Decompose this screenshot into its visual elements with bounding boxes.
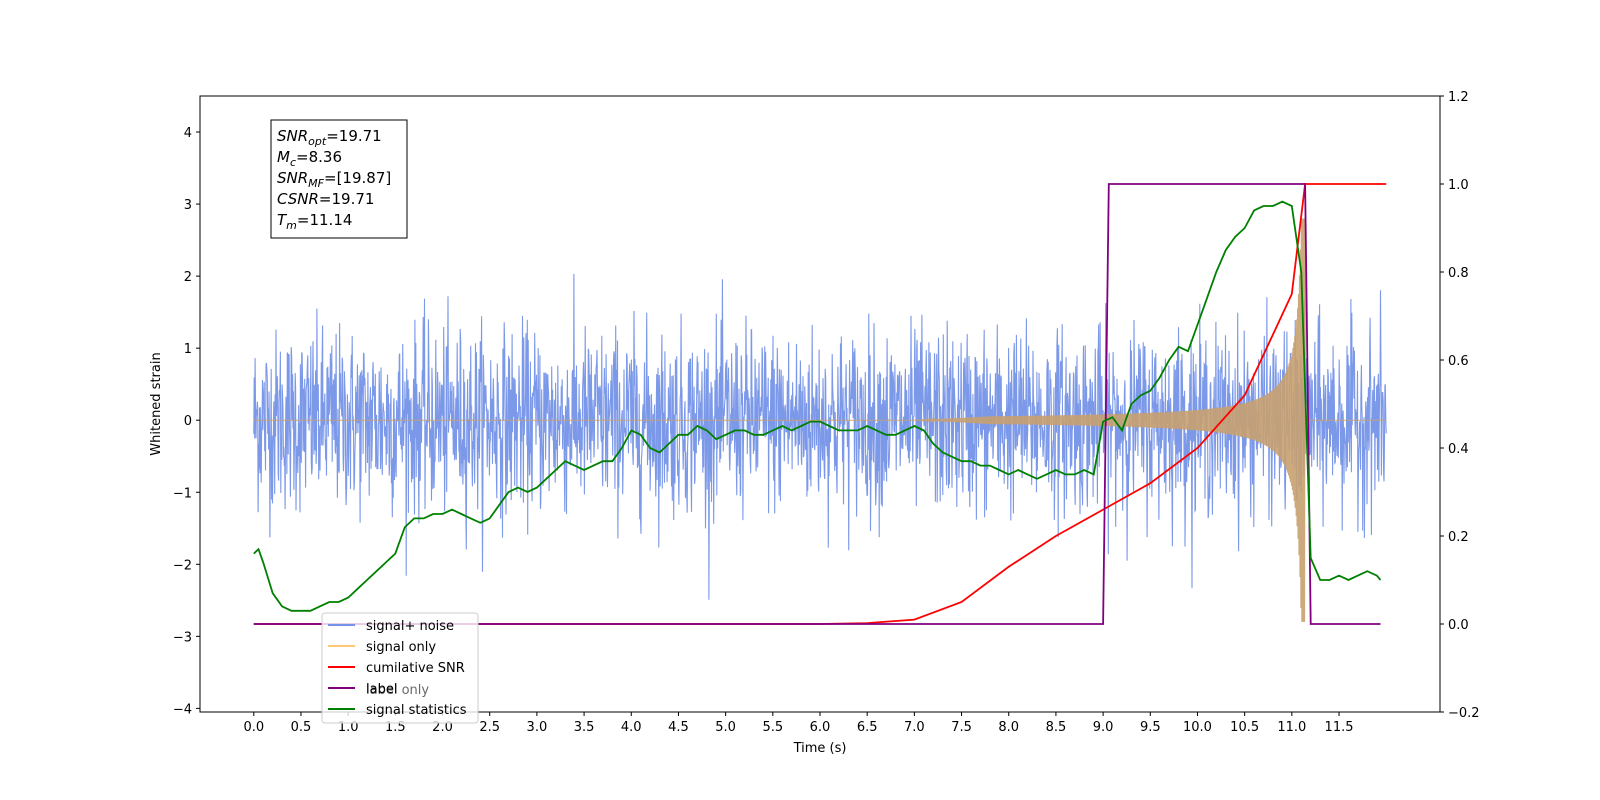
- legend-hidden-entry: label only: [366, 683, 429, 698]
- y-axis-left-ticks: −4 −3 −2 −1 0 1 2 3 4: [173, 126, 200, 717]
- x-axis-label: Time (s): [793, 741, 847, 756]
- y-left-tick-label: 0: [184, 414, 192, 429]
- annotation-line: SNRopt=19.71: [277, 127, 382, 148]
- x-tick-label: 2.0: [432, 720, 453, 735]
- x-tick-label: 9.5: [1140, 720, 1161, 735]
- series-signal-only-line: [253, 218, 1387, 622]
- series-signal-noise-line: [253, 273, 1387, 600]
- annotation-subscript: opt: [308, 135, 327, 148]
- y-right-tick-label: 0.0: [1448, 618, 1469, 633]
- x-tick-label: 11.0: [1277, 720, 1306, 735]
- x-tick-label: 8.0: [998, 720, 1019, 735]
- annotation-symbol: T: [277, 211, 288, 229]
- annotation-line: CSNR=19.71: [277, 190, 374, 208]
- x-tick-label: 10.5: [1230, 720, 1259, 735]
- y-left-tick-label: −1: [173, 486, 192, 501]
- x-tick-label: 10.0: [1183, 720, 1212, 735]
- x-tick-label: 7.0: [904, 720, 925, 735]
- x-tick-label: 7.5: [951, 720, 972, 735]
- x-tick-label: 1.0: [338, 720, 359, 735]
- annotation-subscript: MF: [308, 177, 324, 190]
- annotation-value: =19.71: [326, 127, 382, 145]
- annotation-value: =[19.87]: [324, 169, 391, 187]
- x-tick-label: 4.5: [668, 720, 689, 735]
- legend-label: label: [366, 682, 397, 697]
- x-tick-label: 11.5: [1325, 720, 1354, 735]
- y-left-tick-label: −4: [173, 702, 192, 717]
- annotation-subscript: c: [290, 156, 296, 169]
- annotation-value: =8.36: [296, 148, 342, 166]
- legend-label: signal+ noise: [366, 619, 454, 634]
- y-left-tick-label: 3: [184, 198, 192, 213]
- y-right-tick-label: 1.0: [1448, 178, 1469, 193]
- x-tick-label: 5.5: [762, 720, 783, 735]
- y-left-tick-label: 1: [184, 342, 192, 357]
- legend: label only signal+ noise signal only cumila…: [321, 612, 479, 724]
- y-left-tick-label: −3: [173, 630, 192, 645]
- x-tick-label: 0.5: [291, 720, 312, 735]
- x-tick-label: 2.5: [479, 720, 500, 735]
- x-tick-label: 8.5: [1046, 720, 1067, 735]
- x-tick-label: 9.0: [1093, 720, 1114, 735]
- x-tick-label: 1.5: [385, 720, 406, 735]
- annotation-line: Mc=8.36: [277, 148, 342, 169]
- annotation-frame: [270, 119, 408, 239]
- annotation-line: Tm=11.14: [277, 211, 352, 232]
- legend-label: signal statistics: [366, 703, 467, 718]
- y-left-tick-label: −2: [173, 558, 192, 573]
- annotation-symbol: SNR: [277, 169, 308, 187]
- legend-label: signal only: [366, 640, 436, 655]
- series-layer: [253, 183, 1387, 625]
- x-tick-label: 0.0: [243, 720, 264, 735]
- y-axis-right-ticks: −0.2 0.0 0.2 0.4 0.6 0.8 1.0 1.2: [1440, 90, 1480, 721]
- annotation-box: SNRopt=19.71Mc=8.36SNRMF=[19.87]CSNR=19.…: [270, 119, 408, 239]
- x-tick-label: 4.0: [621, 720, 642, 735]
- x-tick-label: 6.0: [810, 720, 831, 735]
- y-right-tick-label: 0.6: [1448, 354, 1469, 369]
- x-tick-label: 3.0: [527, 720, 548, 735]
- annotation-value: =19.71: [319, 190, 375, 208]
- y-right-tick-label: 0.2: [1448, 530, 1469, 545]
- y-right-tick-label: 0.8: [1448, 266, 1469, 281]
- x-axis-ticks: 0.0 0.5 1.0 1.5 2.0 2.5 3.0 3.5 4.0 4.5 5.0 5.5 6.0 6…: [243, 712, 1354, 735]
- annotation-value: =11.14: [297, 211, 353, 229]
- y-right-tick-label: 1.2: [1448, 90, 1469, 105]
- annotation-line: SNRMF=[19.87]: [277, 169, 391, 190]
- annotation-symbol: SNR: [277, 127, 308, 145]
- x-tick-label: 3.5: [574, 720, 595, 735]
- series-label-line: [253, 183, 1381, 625]
- annotation-subscript: m: [286, 219, 297, 232]
- series-cumilative-snr-line: [253, 183, 1387, 625]
- x-tick-label: 6.5: [857, 720, 878, 735]
- y-right-tick-label: −0.2: [1448, 706, 1480, 721]
- annotation-symbol: CSNR: [277, 190, 319, 208]
- series-signal-statistics-line: [253, 200, 1382, 612]
- y-axis-left-label: Whitened strain: [149, 352, 164, 455]
- y-right-tick-label: 0.4: [1448, 442, 1469, 457]
- y-left-tick-label: 4: [184, 126, 192, 141]
- annotation-symbol: M: [277, 148, 290, 166]
- x-tick-label: 5.0: [715, 720, 736, 735]
- y-left-tick-label: 2: [184, 270, 192, 285]
- legend-frame: [321, 612, 479, 724]
- legend-label: cumilative SNR: [366, 661, 465, 676]
